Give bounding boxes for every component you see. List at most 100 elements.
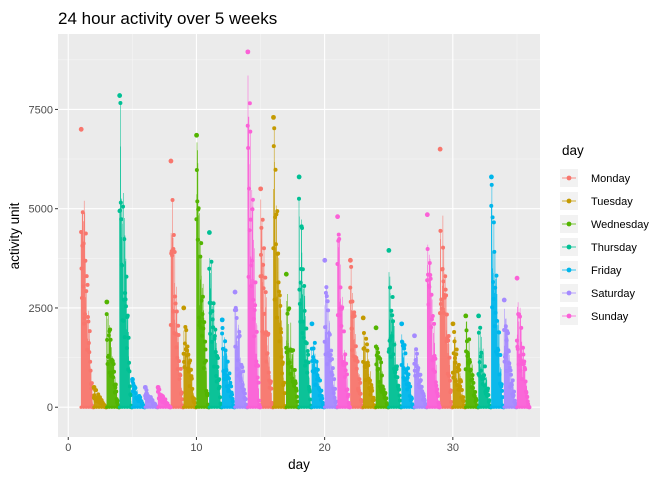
thursday-activity-point [396, 383, 401, 388]
wednesday-activity-point [294, 388, 299, 393]
tuesday-activity-point [453, 379, 458, 384]
thursday-zero-point [128, 405, 132, 409]
sunday-activity-point [520, 377, 525, 382]
sunday-activity-point [435, 387, 440, 392]
saturday-activity-point [414, 351, 419, 356]
day-group [168, 158, 186, 410]
monday-activity-point [349, 326, 354, 331]
saturday-activity-point [325, 299, 330, 304]
thursday-activity-point [298, 319, 303, 324]
legend-label-wednesday: Wednesday [591, 219, 649, 231]
thursday-activity-point [304, 326, 309, 331]
thursday-activity-point [123, 297, 128, 302]
sunday-activity-point [168, 405, 173, 410]
monday-peak-point [168, 158, 174, 164]
thursday-activity-point [119, 217, 124, 222]
day-group [245, 49, 263, 410]
sunday-peak-point [424, 212, 430, 218]
friday-activity-point [498, 353, 503, 358]
saturday-zero-point [412, 405, 416, 409]
sunday-zero-point [515, 405, 519, 409]
thursday-activity-point [397, 398, 402, 403]
friday-zero-point [130, 405, 134, 409]
monday-activity-point [88, 368, 93, 373]
tuesday-zero-point [461, 405, 465, 409]
wednesday-activity-point [473, 390, 478, 395]
wednesday-activity-point [295, 399, 300, 404]
sunday-activity-point [256, 380, 261, 385]
tuesday-activity-point [456, 362, 461, 367]
day-group [194, 132, 211, 410]
wednesday-activity-point [197, 319, 202, 324]
wednesday-activity-point [467, 337, 472, 342]
wednesday-zero-point [110, 405, 114, 409]
tuesday-activity-point [452, 356, 457, 361]
thursday-activity-point [306, 352, 311, 357]
monday-activity-point [258, 252, 263, 257]
saturday-activity-point [240, 382, 245, 387]
monday-activity-point [81, 284, 86, 289]
monday-activity-point [87, 350, 92, 355]
saturday-activity-point [234, 315, 239, 320]
friday-peak-point [219, 317, 225, 323]
tuesday-activity-point [453, 360, 458, 365]
thursday-zero-point [476, 405, 481, 409]
thursday-activity-point [215, 364, 220, 369]
tuesday-activity-point [273, 242, 278, 247]
thursday-activity-point [127, 384, 132, 389]
tuesday-activity-point [368, 378, 373, 383]
thursday-activity-point [305, 348, 310, 353]
legend-label-thursday: Thursday [591, 242, 637, 254]
monday-activity-point [259, 273, 264, 278]
thursday-activity-point [479, 350, 484, 355]
thursday-zero-point [210, 405, 214, 409]
tuesday-activity-point [192, 397, 197, 402]
friday-activity-point [311, 346, 316, 351]
wednesday-activity-point [292, 367, 297, 372]
wednesday-activity-point [199, 241, 204, 246]
legend: day Monday Tuesday Wednesday Thursday Friday S… [560, 143, 649, 325]
saturday-zero-point [151, 405, 155, 409]
sunday-activity-point [253, 303, 258, 308]
saturday-peak-point [142, 384, 148, 390]
wednesday-activity-point [383, 391, 388, 396]
monday-activity-point [264, 359, 269, 364]
thursday-activity-point [209, 259, 214, 264]
sunday-activity-point [437, 405, 442, 410]
wednesday-activity-point [381, 387, 386, 392]
monday-activity-point [82, 312, 87, 317]
sunday-zero-point [166, 405, 170, 409]
tuesday-zero-point [456, 405, 460, 409]
tuesday-peak-point [360, 315, 366, 321]
tuesday-activity-point [365, 348, 370, 353]
wednesday-activity-point [465, 354, 470, 359]
friday-zero-point [492, 405, 496, 409]
saturday-zero-point [325, 405, 329, 409]
tuesday-zero-point [187, 405, 191, 409]
saturday-peak-point [232, 289, 238, 295]
wednesday-activity-point [463, 367, 468, 372]
monday-activity-point [177, 359, 182, 364]
tuesday-zero-point [279, 405, 283, 409]
monday-activity-point [449, 399, 454, 404]
tuesday-zero-point [453, 405, 457, 409]
tuesday-zero-point [282, 405, 286, 409]
sunday-activity-point [247, 101, 252, 106]
sunday-activity-point [249, 263, 254, 268]
tuesday-zero-point [99, 405, 104, 409]
saturday-zero-point [328, 405, 332, 409]
thursday-activity-point [394, 364, 399, 369]
day-group [309, 321, 327, 410]
friday-activity-point [228, 380, 233, 385]
wednesday-activity-point [106, 353, 111, 358]
friday-activity-point [320, 396, 325, 401]
friday-activity-point [402, 343, 407, 348]
monday-activity-point [358, 391, 363, 396]
tuesday-zero-point [371, 405, 375, 409]
wednesday-activity-point [376, 366, 381, 371]
tuesday-activity-point [272, 297, 277, 302]
monday-activity-point [174, 309, 179, 314]
thursday-activity-point [122, 335, 127, 340]
monday-peak-point [437, 146, 443, 152]
friday-activity-point [497, 330, 502, 335]
